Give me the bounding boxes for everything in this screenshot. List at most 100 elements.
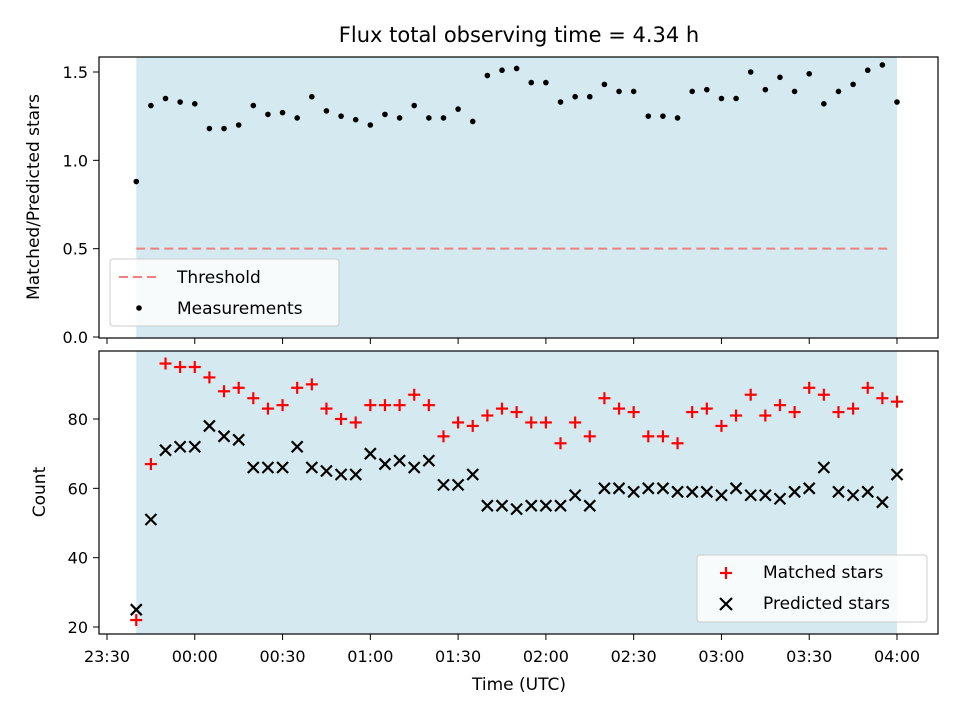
top-y-tick-label: 0.0: [63, 328, 88, 347]
matched-point: [788, 406, 801, 419]
matched-point: [686, 406, 699, 419]
matched-point: [715, 419, 728, 432]
predicted-point: [393, 454, 406, 467]
predicted-point: [334, 468, 348, 481]
measurement-point: [821, 101, 827, 107]
measurement-point: [689, 88, 695, 95]
measurement-point: [279, 109, 286, 116]
measurement-point: [309, 93, 315, 100]
predicted-point: [232, 433, 245, 447]
measurement-point: [645, 113, 652, 119]
measurement-point: [323, 108, 330, 114]
top-panel: 0.0 0.5 1.0 1.5 Matched/Predicted stars Thr…: [24, 56, 939, 347]
matched-point: [481, 409, 494, 422]
predicted-point: [320, 464, 333, 478]
matched-point: [247, 392, 260, 405]
measurement-point: [382, 111, 388, 118]
predicted-point: [773, 492, 787, 506]
measurement-point: [148, 102, 154, 109]
measurement-point: [616, 88, 622, 95]
matched-point: [744, 388, 757, 401]
top-y-tick-label: 1.0: [63, 151, 88, 170]
measurement-point: [894, 99, 900, 105]
top-y-tick-label: 0.5: [63, 240, 88, 259]
predicted-stars-series: [129, 419, 904, 616]
predicted-point: [290, 440, 304, 454]
measurement-point: [660, 113, 666, 119]
predicted-point: [173, 440, 187, 454]
bottom-plot-frame: [98, 350, 939, 635]
predicted-point: [583, 499, 597, 512]
measurement-point: [762, 86, 769, 93]
bottom-x-ticks: 23:30 00:00 00:30 01:00 01:30 02:00 02:30 03:00…: [84, 634, 920, 666]
matched-point: [539, 416, 552, 429]
bottom-legend: Matched stars Predicted stars: [696, 554, 928, 623]
x-tick-label: 02:00: [523, 647, 569, 666]
measurement-point: [455, 106, 461, 112]
x-tick-label: 03:00: [698, 647, 744, 666]
predicted-point: [510, 502, 523, 516]
x-axis-label: Time (UTC): [471, 675, 566, 695]
measurement-point: [704, 86, 710, 93]
matched-point: [466, 419, 479, 432]
predicted-point: [759, 488, 772, 502]
predicted-point: [846, 488, 860, 502]
matched-point: [144, 458, 157, 471]
predicted-point: [627, 485, 640, 499]
predicted-point: [524, 499, 538, 512]
bottom-y-ticks: 20 40 60 80: [68, 410, 99, 637]
measurement-point: [850, 81, 856, 88]
measurement-point: [221, 125, 227, 132]
predicted-point: [203, 419, 216, 433]
legend-predicted-label: Predicted stars: [763, 594, 890, 614]
measurement-point: [177, 99, 183, 105]
top-y-tick-label: 1.5: [63, 63, 88, 82]
x-tick-label: 03:30: [786, 647, 832, 666]
measurement-point: [235, 122, 242, 128]
measurement-point: [133, 178, 140, 185]
measurements-series: [133, 62, 900, 185]
matched-point: [656, 430, 669, 443]
matched-point: [817, 388, 830, 401]
measurement-point: [557, 99, 564, 105]
measurement-point: [367, 122, 374, 128]
predicted-point: [188, 440, 202, 454]
measurement-point: [528, 79, 535, 86]
measurement-point: [806, 70, 813, 77]
x-tick-label: 02:30: [611, 647, 657, 666]
measurement-point: [484, 72, 491, 79]
predicted-point: [276, 461, 289, 474]
predicted-point: [802, 482, 816, 495]
measurement-point: [250, 102, 257, 109]
matched-point: [305, 378, 318, 391]
matched-point: [320, 402, 333, 415]
legend-measurements-swatch: [136, 305, 142, 311]
matched-stars-series: [130, 357, 903, 627]
predicted-point: [685, 485, 699, 499]
predicted-point: [715, 488, 728, 502]
predicted-point: [451, 478, 465, 492]
matched-point: [832, 406, 845, 419]
legend-matched-label: Matched stars: [763, 563, 883, 583]
bottom-y-tick-label: 40: [68, 549, 88, 568]
bottom-y-tick-label: 60: [68, 479, 88, 498]
predicted-point: [437, 478, 450, 492]
measurement-point: [630, 88, 637, 95]
top-legend-box: [109, 258, 340, 327]
predicted-point: [568, 488, 582, 502]
measurement-point: [499, 67, 505, 74]
matched-point: [569, 416, 582, 429]
predicted-point: [466, 468, 480, 481]
measurement-point: [777, 74, 783, 81]
matched-point: [554, 437, 567, 450]
x-tick-label: 01:30: [435, 647, 481, 666]
matched-point: [232, 381, 245, 394]
predicted-point: [247, 461, 260, 474]
measurement-point: [469, 118, 476, 125]
measurement-point: [601, 81, 608, 88]
predicted-point: [144, 513, 158, 526]
predicted-point: [598, 482, 611, 495]
predicted-point: [700, 485, 714, 499]
matched-point: [174, 361, 187, 373]
predicted-point: [729, 482, 743, 495]
